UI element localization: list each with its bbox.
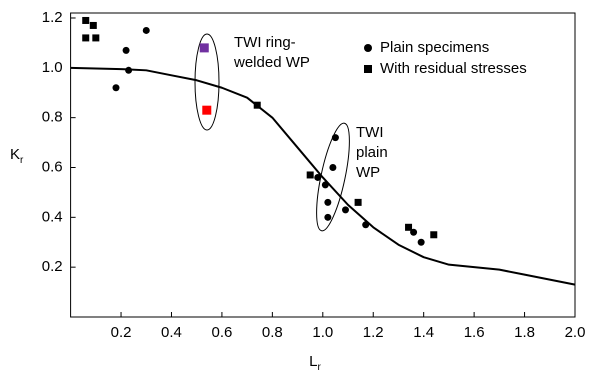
y-tick-label: 0.2 [42, 258, 63, 275]
point [331, 134, 339, 142]
point [362, 221, 370, 229]
legend-marker [364, 65, 372, 73]
ellipse-ring-welded [194, 33, 220, 131]
x-axis-label: Lr [309, 353, 321, 373]
point [142, 26, 150, 34]
annotation: TWI ring- [234, 34, 296, 51]
fad-curve [70, 66, 576, 286]
y-label-main: K [10, 146, 20, 163]
legend-label: Plain specimens [380, 39, 489, 56]
x-label-sub: r [318, 362, 322, 373]
x-label-main: L [309, 353, 317, 370]
annotation: plain [356, 144, 388, 161]
x-tick-label: 0.2 [111, 324, 132, 341]
y-tick-label: 1.0 [42, 59, 63, 76]
point [306, 171, 314, 179]
x-tick-label: 0.4 [161, 324, 182, 341]
y-tick-label: 0.8 [42, 109, 63, 126]
x-tick-label: 2.0 [565, 324, 586, 341]
x-tick-label: 1.4 [413, 324, 434, 341]
point [314, 173, 322, 181]
point [321, 181, 329, 189]
point [253, 101, 261, 109]
point [89, 21, 97, 29]
annotation: WP [356, 164, 380, 181]
x-tick-label: 0.8 [262, 324, 283, 341]
x-tick-label: 0.6 [211, 324, 232, 341]
point [405, 223, 413, 231]
y-label-sub: r [20, 155, 24, 166]
point [341, 206, 349, 214]
point [112, 84, 120, 92]
y-tick-label: 1.2 [42, 9, 63, 26]
point [430, 231, 438, 239]
point [125, 66, 133, 74]
x-tick-label: 1.0 [312, 324, 333, 341]
plot-frame [70, 12, 576, 318]
point [324, 213, 332, 221]
y-tick-label: 0.6 [42, 158, 63, 175]
point [417, 238, 425, 246]
x-tick-label: 1.6 [464, 324, 485, 341]
point [329, 163, 337, 171]
highlight-point [199, 43, 209, 53]
y-tick-label: 0.4 [42, 208, 63, 225]
legend-label: With residual stresses [380, 60, 527, 77]
annotation: TWI [356, 124, 384, 141]
point [92, 34, 100, 42]
point [82, 34, 90, 42]
y-axis-label: Kr [10, 146, 24, 166]
annotation: welded WP [233, 54, 310, 71]
point [324, 198, 332, 206]
point [82, 16, 90, 24]
highlight-point [202, 105, 212, 115]
point [122, 46, 130, 54]
x-tick-label: 1.8 [514, 324, 535, 341]
legend-marker [364, 44, 372, 52]
point [354, 198, 362, 206]
x-tick-label: 1.2 [363, 324, 384, 341]
